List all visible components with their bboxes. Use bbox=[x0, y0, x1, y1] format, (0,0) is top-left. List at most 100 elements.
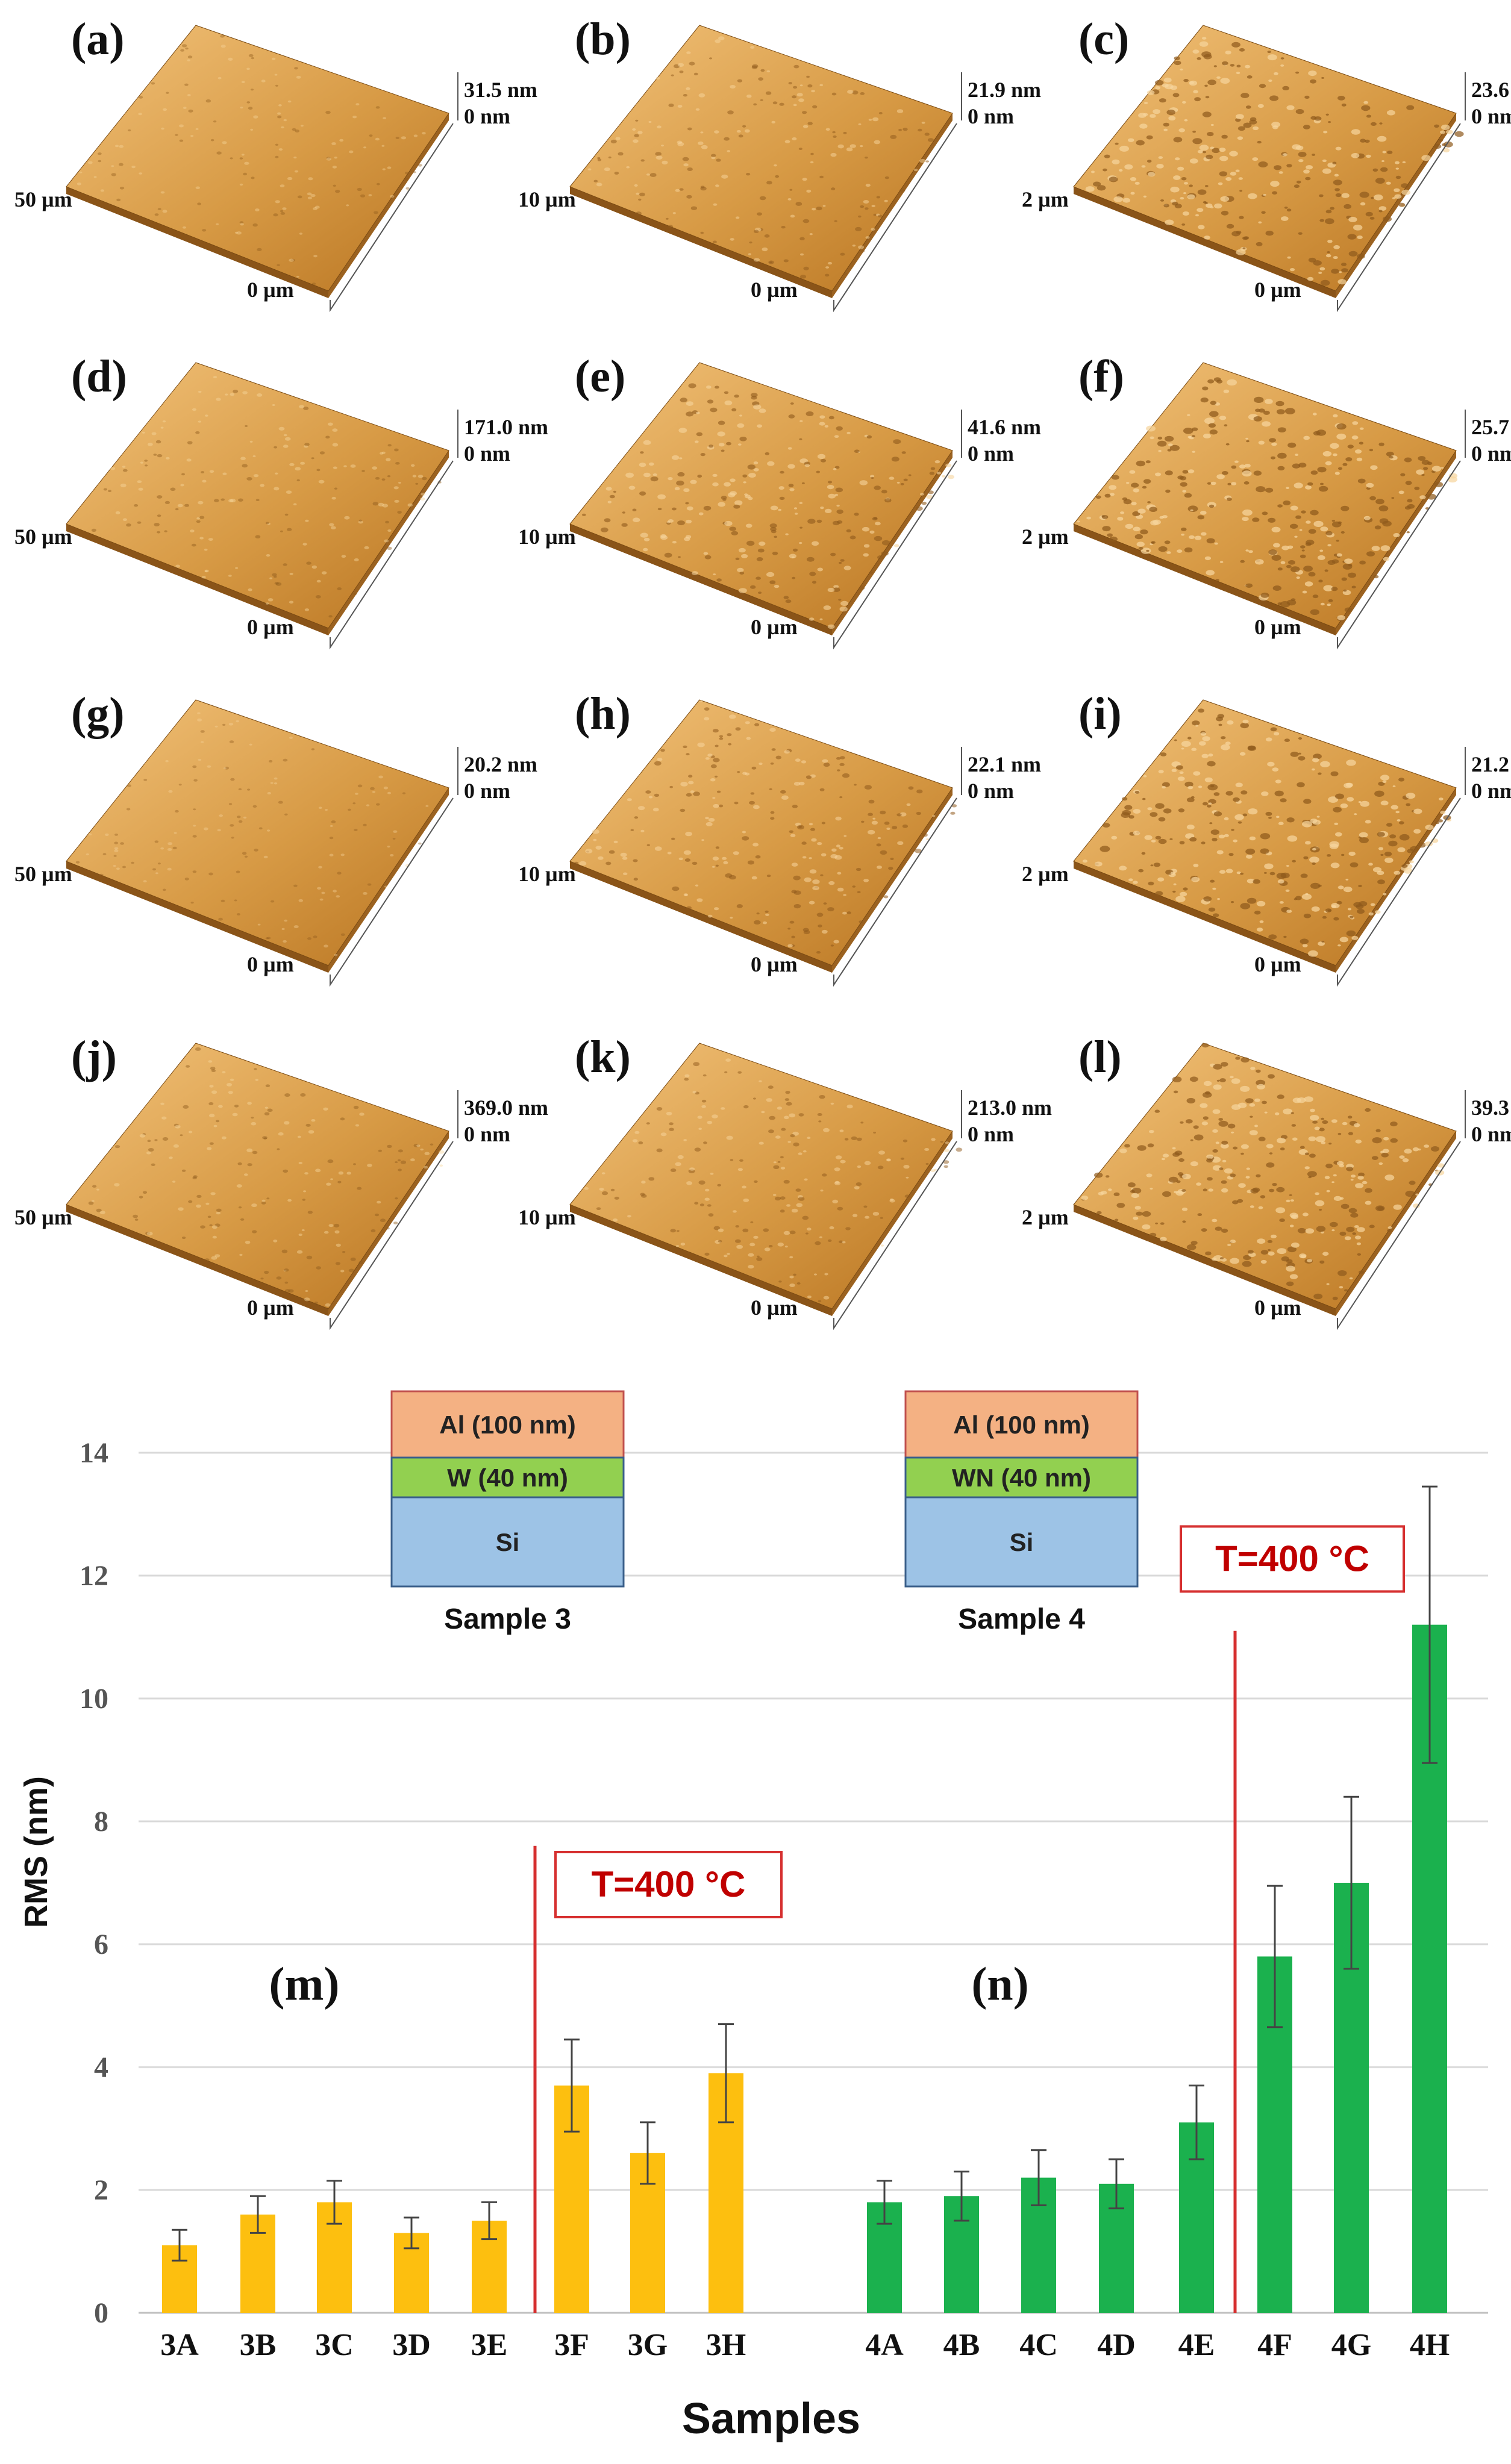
afm-texture-speck bbox=[1191, 435, 1195, 438]
afm-texture-speck bbox=[1277, 1094, 1284, 1099]
afm-texture-speck bbox=[1206, 1154, 1214, 1159]
afm-texture-speck bbox=[284, 1093, 290, 1097]
afm-texture-speck bbox=[718, 804, 724, 808]
afm-texture-speck bbox=[727, 110, 734, 114]
afm-texture-speck bbox=[1219, 1167, 1224, 1170]
afm-texture-speck bbox=[1127, 1182, 1136, 1188]
afm-texture-speck bbox=[1104, 493, 1111, 498]
afm-texture-speck bbox=[1113, 196, 1123, 202]
afm-texture-speck bbox=[280, 530, 283, 532]
z-max-label: 213.0 nm bbox=[968, 1096, 1053, 1120]
afm-texture-speck bbox=[1286, 564, 1292, 569]
afm-texture-speck bbox=[1323, 585, 1333, 591]
afm-texture-speck bbox=[721, 174, 728, 179]
afm-texture-speck bbox=[293, 884, 298, 887]
afm-texture-speck bbox=[1325, 1164, 1333, 1168]
afm-texture-speck bbox=[1264, 863, 1274, 870]
afm-texture-speck bbox=[283, 119, 287, 122]
afm-texture-speck bbox=[119, 145, 124, 148]
afm-texture-speck bbox=[274, 446, 278, 449]
afm-texture-speck bbox=[836, 510, 843, 514]
afm-texture-speck bbox=[134, 1218, 139, 1221]
afm-texture-speck bbox=[201, 471, 205, 473]
afm-side-wall bbox=[66, 1205, 328, 1316]
x-tick-label: 3H bbox=[706, 2328, 746, 2362]
afm-texture-speck bbox=[623, 872, 628, 876]
afm-texture-speck bbox=[1324, 1176, 1330, 1179]
afm-texture-speck bbox=[1339, 1164, 1345, 1168]
afm-texture-speck bbox=[91, 528, 96, 532]
afm-texture-speck bbox=[407, 503, 413, 507]
afm-texture-speck bbox=[1340, 803, 1348, 808]
afm-texture-speck bbox=[1325, 218, 1334, 225]
afm-texture-speck bbox=[1288, 560, 1295, 565]
afm-texture-speck bbox=[1153, 862, 1161, 867]
afm-texture-speck bbox=[1271, 442, 1277, 446]
afm-texture-speck bbox=[1303, 125, 1310, 129]
afm-texture-speck bbox=[1321, 1141, 1326, 1144]
afm-texture-speck bbox=[1380, 167, 1388, 172]
afm-texture-speck bbox=[1378, 442, 1384, 446]
afm-texture-speck bbox=[1315, 1192, 1319, 1196]
afm-texture-speck bbox=[276, 1276, 282, 1280]
afm-texture-speck bbox=[1264, 1111, 1268, 1114]
afm-texture-speck bbox=[1248, 193, 1257, 199]
afm-texture-speck bbox=[736, 129, 741, 133]
afm-texture-speck bbox=[1200, 732, 1207, 736]
afm-texture-speck bbox=[750, 792, 755, 795]
afm-texture-speck bbox=[1240, 1144, 1249, 1149]
afm-texture-speck bbox=[230, 1078, 234, 1081]
afm-texture-speck bbox=[1330, 207, 1334, 210]
afm-texture-speck bbox=[1218, 182, 1223, 186]
afm-texture-speck bbox=[714, 130, 719, 134]
afm-texture-speck bbox=[1320, 602, 1325, 606]
afm-image-grid: (a) 31.5 nm 0 nm 50 µm 0 µm (b) 21.9 nm 0 nm 10 … bbox=[14, 14, 1511, 1330]
afm-texture-speck bbox=[240, 1218, 245, 1221]
afm-texture-speck bbox=[1254, 1098, 1260, 1102]
afm-texture-speck bbox=[1192, 130, 1196, 133]
afm-texture-speck bbox=[1262, 421, 1271, 427]
afm-texture-speck bbox=[1290, 505, 1298, 511]
afm-texture-speck bbox=[881, 490, 887, 494]
afm-texture-speck bbox=[1412, 1147, 1419, 1152]
afm-texture-speck bbox=[213, 1124, 217, 1128]
afm-texture-speck bbox=[1286, 1199, 1290, 1203]
afm-texture-speck bbox=[888, 867, 893, 870]
afm-texture-speck bbox=[263, 855, 268, 859]
afm-texture-speck bbox=[272, 404, 275, 406]
afm-texture-speck bbox=[1181, 1189, 1186, 1192]
afm-texture-speck bbox=[772, 1194, 777, 1196]
afm-texture-speck bbox=[708, 1213, 714, 1217]
afm-texture-speck bbox=[640, 532, 648, 538]
afm-texture-speck bbox=[1260, 833, 1271, 840]
afm-texture-speck bbox=[735, 557, 740, 560]
afm-texture-speck bbox=[1148, 172, 1156, 177]
afm-texture-speck bbox=[1289, 1274, 1298, 1279]
afm-texture-speck bbox=[1206, 1158, 1213, 1163]
afm-texture-speck bbox=[236, 720, 240, 723]
afm-texture-speck bbox=[903, 1140, 908, 1143]
afm-texture-speck bbox=[707, 1204, 712, 1207]
afm-texture-speck bbox=[314, 205, 320, 209]
afm-texture-speck bbox=[632, 128, 636, 131]
afm-texture-speck bbox=[664, 552, 672, 558]
afm-texture-speck bbox=[779, 496, 785, 501]
afm-texture-speck bbox=[743, 1198, 749, 1202]
afm-texture-speck bbox=[1266, 1144, 1274, 1149]
afm-texture-speck bbox=[240, 223, 244, 226]
afm-texture-speck bbox=[872, 817, 876, 820]
scan-size-label: 10 µm bbox=[518, 525, 576, 549]
afm-texture-speck bbox=[236, 1184, 242, 1188]
afm-texture-speck bbox=[1282, 86, 1289, 90]
afm-texture-speck bbox=[1327, 240, 1333, 243]
afm-texture-speck bbox=[718, 1240, 722, 1243]
afm-texture-speck bbox=[868, 799, 875, 804]
afm-texture-speck bbox=[817, 454, 826, 460]
afm-texture-speck bbox=[843, 566, 851, 570]
afm-texture-speck bbox=[1391, 497, 1395, 499]
afm-texture-speck bbox=[1244, 236, 1250, 240]
afm-texture-speck bbox=[595, 846, 602, 850]
afm-texture-speck bbox=[198, 758, 202, 761]
afm-texture-speck bbox=[1160, 199, 1165, 202]
afm-texture-speck bbox=[1202, 151, 1207, 154]
